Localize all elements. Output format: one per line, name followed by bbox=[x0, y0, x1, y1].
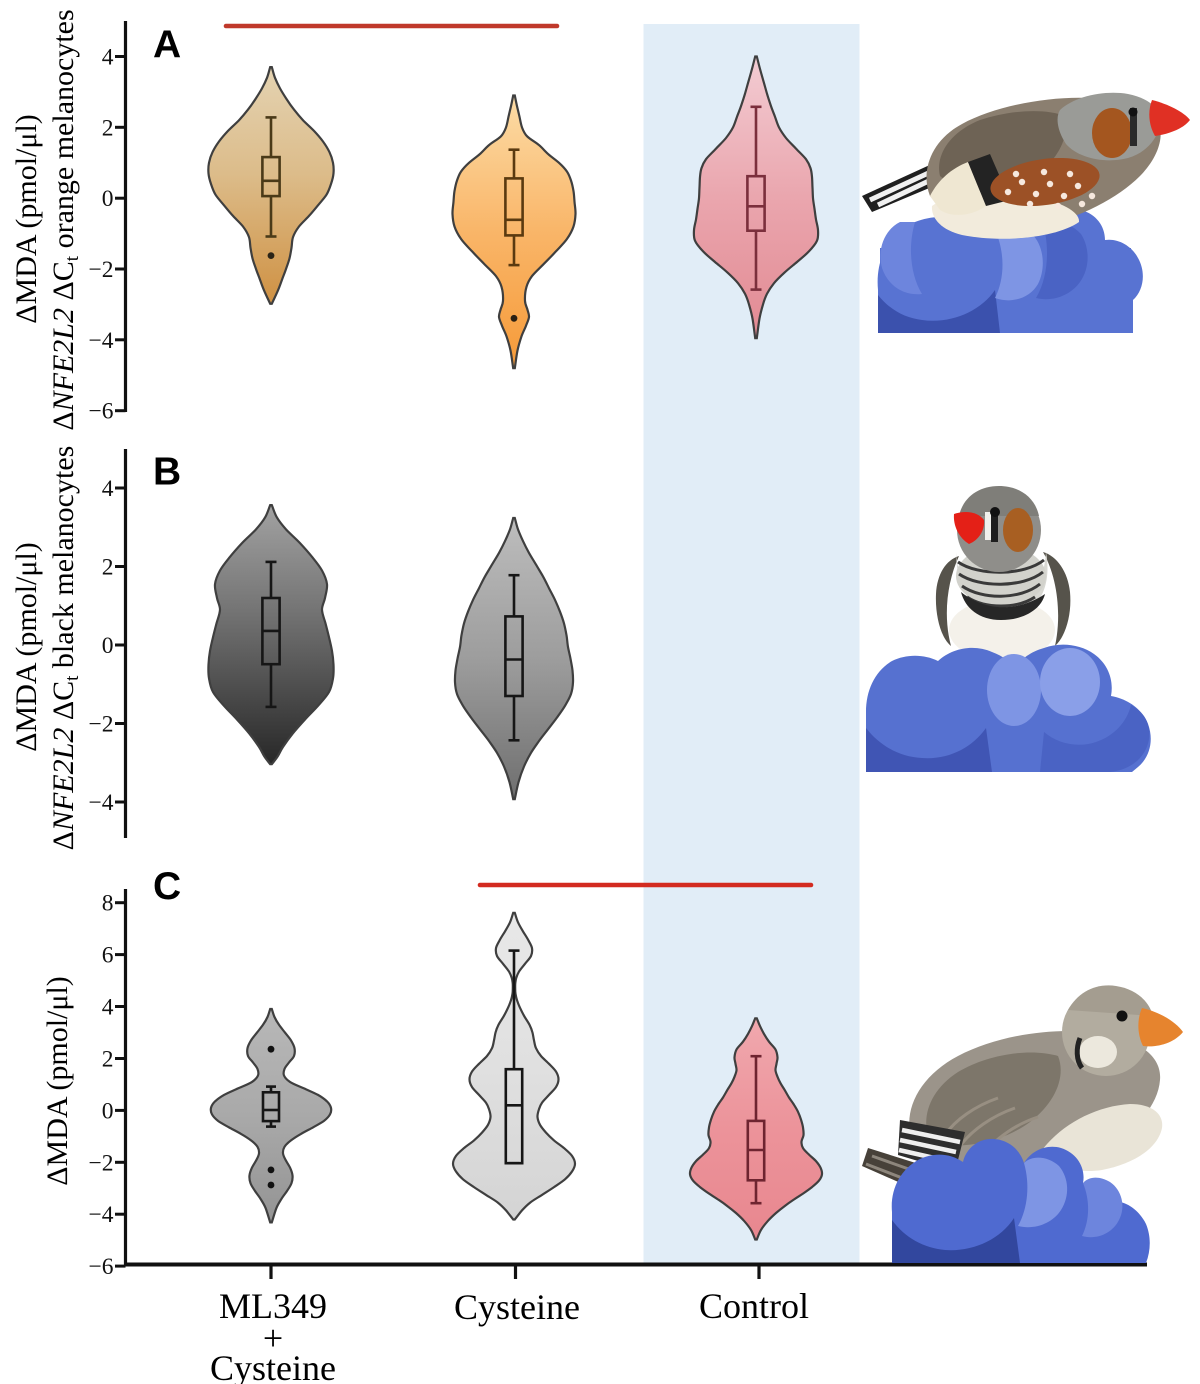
svg-text:4: 4 bbox=[102, 995, 114, 1021]
svg-text:ΔMDA (pmol/μl): ΔMDA (pmol/μl) bbox=[10, 114, 43, 324]
svg-text:−6: −6 bbox=[88, 399, 113, 425]
svg-text:2: 2 bbox=[102, 115, 114, 141]
svg-text:−2: −2 bbox=[88, 1150, 113, 1176]
svg-text:4: 4 bbox=[102, 45, 114, 71]
svg-text:ΔMDA (pmol/μl): ΔMDA (pmol/μl) bbox=[10, 542, 43, 752]
svg-text:8: 8 bbox=[102, 891, 114, 917]
svg-text:−2: −2 bbox=[88, 712, 113, 738]
svg-text:−6: −6 bbox=[88, 1254, 113, 1280]
svg-text:Cysteine: Cysteine bbox=[210, 1348, 336, 1384]
svg-text:ΔNFE2L2 ΔCt black melanocytes: ΔNFE2L2 ΔCt black melanocytes bbox=[47, 446, 83, 851]
svg-text:−4: −4 bbox=[88, 790, 113, 816]
svg-text:A: A bbox=[153, 24, 181, 67]
svg-text:−2: −2 bbox=[88, 257, 113, 283]
svg-text:Cysteine: Cysteine bbox=[454, 1287, 580, 1327]
svg-text:0: 0 bbox=[102, 1098, 114, 1124]
svg-text:C: C bbox=[153, 865, 181, 908]
svg-text:B: B bbox=[153, 451, 181, 494]
svg-text:0: 0 bbox=[102, 186, 114, 212]
svg-text:Control: Control bbox=[699, 1286, 809, 1326]
svg-text:4: 4 bbox=[102, 476, 114, 502]
svg-text:ΔNFE2L2 ΔCt orange melanocytes: ΔNFE2L2 ΔCt orange melanocytes bbox=[47, 9, 83, 430]
svg-text:−4: −4 bbox=[88, 328, 113, 354]
svg-text:2: 2 bbox=[102, 1047, 114, 1073]
svg-text:ΔMDA (pmol/μl): ΔMDA (pmol/μl) bbox=[41, 976, 74, 1186]
svg-text:2: 2 bbox=[102, 555, 114, 581]
svg-text:6: 6 bbox=[102, 943, 114, 969]
svg-text:ML349: ML349 bbox=[219, 1286, 327, 1326]
svg-text:−4: −4 bbox=[88, 1202, 113, 1228]
svg-text:0: 0 bbox=[102, 633, 114, 659]
svg-text:+: + bbox=[263, 1318, 283, 1358]
